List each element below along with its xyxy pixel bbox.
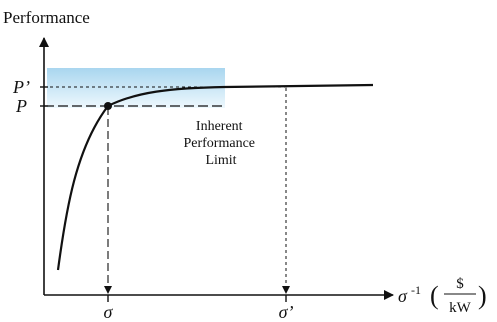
unit-denominator: kW xyxy=(449,300,472,316)
p-label: P xyxy=(15,96,27,116)
x-axis-label-exponent: -1 xyxy=(411,283,421,297)
inherent-limit-annotation: Inherent Performance Limit xyxy=(183,119,258,168)
sigma-prime-label: σ’ xyxy=(279,302,294,322)
unit-numerator: $ xyxy=(456,276,464,292)
y-axis-title: Performance xyxy=(3,8,90,27)
annotation-line-3: Limit xyxy=(205,153,236,168)
performance-curve xyxy=(56,83,374,271)
p-prime-label: P’ xyxy=(12,77,30,97)
annotation-line-1: Inherent xyxy=(196,119,243,134)
sigma-label: σ xyxy=(104,302,114,322)
annotation-line-2: Performance xyxy=(183,136,255,151)
operating-point xyxy=(104,102,112,110)
x-axis-label-sigma: σ xyxy=(398,286,408,306)
unit-close-paren: ) xyxy=(478,281,487,310)
unit-open-paren: ( xyxy=(430,281,439,310)
